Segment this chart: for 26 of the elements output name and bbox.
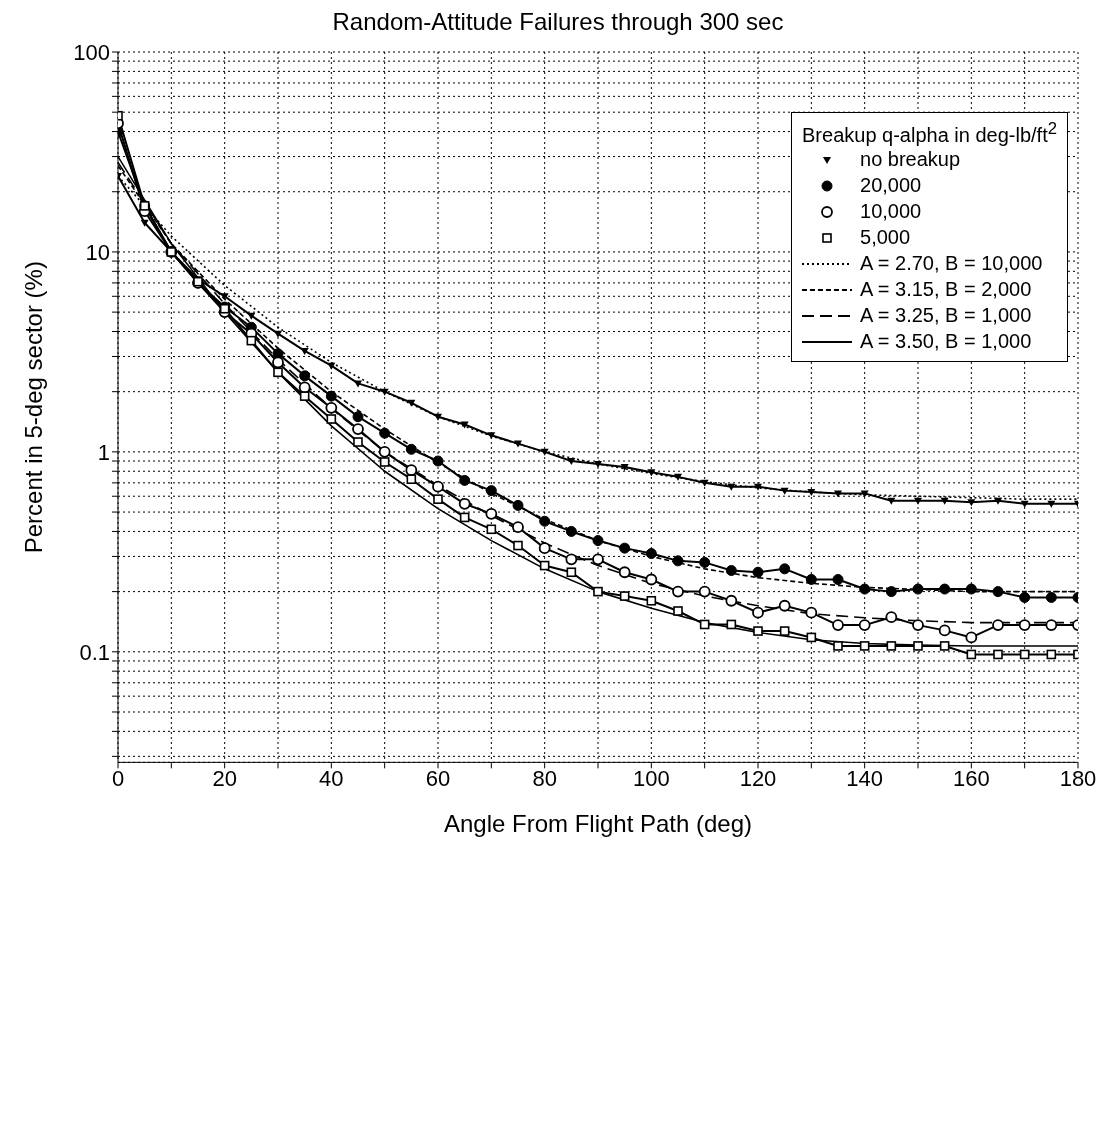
legend-label: 5,000 [860,226,911,250]
x-axis-title: Angle From Flight Path (deg) [443,810,753,838]
legend-label: A = 3.25, B = 1,000 [860,304,1032,328]
legend-label: no breakup [860,148,961,172]
x-tick-label: 0 [111,765,125,791]
y-tick-label: 0.1 [79,639,110,665]
x-tick-label: 140 [846,765,884,791]
legend-label: A = 2.70, B = 10,000 [860,252,1043,276]
legend-label: A = 3.15, B = 2,000 [860,278,1032,302]
x-tick-label: 120 [739,765,777,791]
x-tick-label: 80 [532,765,557,791]
x-tick-label: 60 [425,765,451,791]
y-tick-label: 100 [73,39,110,65]
x-tick-label: 100 [632,765,670,791]
legend-label: 10,000 [860,200,922,224]
legend-label: A = 3.50, B = 1,000 [860,330,1032,354]
x-tick-label: 40 [319,765,344,791]
legend-title: Breakup q-alpha in deg-lb/ft$^{2}$ [802,119,1057,147]
x-tick-label: 180 [1059,765,1097,791]
x-tick-label: 20 [212,765,237,791]
y-axis-title: Percent in 5-deg sector (%) [19,261,47,554]
x-tick-label: 160 [952,765,990,791]
y-tick-label: 10 [85,239,110,265]
legend-label: 20,000 [860,174,922,198]
y-tick-label: 1 [97,439,110,465]
chart-title: Random-Attitude Failures through 300 sec [331,8,785,36]
